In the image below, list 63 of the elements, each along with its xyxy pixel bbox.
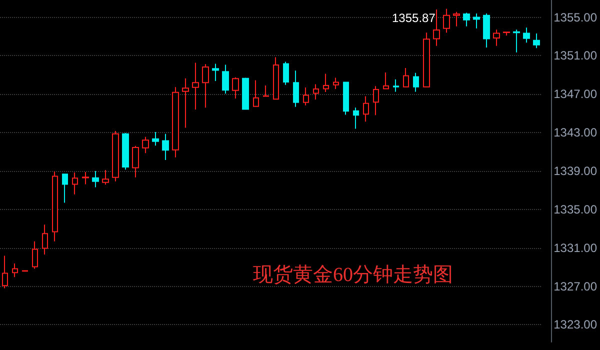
candlestick bbox=[212, 63, 219, 82]
candlestick bbox=[343, 82, 349, 116]
candlestick bbox=[363, 96, 369, 122]
candlestick bbox=[413, 72, 419, 92]
candlestick bbox=[293, 70, 299, 108]
candlestick bbox=[172, 86, 179, 158]
candlestick bbox=[273, 56, 279, 100]
candlestick bbox=[503, 32, 510, 36]
candlestick bbox=[533, 33, 540, 49]
y-tick-label: 1351.00 bbox=[554, 48, 598, 63]
y-tick-label: 1323.00 bbox=[554, 318, 598, 332]
y-tick-label: 1335.00 bbox=[554, 202, 598, 216]
candlestick bbox=[493, 29, 500, 46]
candlestick bbox=[182, 78, 189, 128]
candlestick bbox=[112, 130, 119, 182]
candlestick bbox=[333, 77, 339, 90]
candlestick bbox=[32, 240, 38, 270]
candlestick bbox=[202, 64, 209, 108]
candlestick bbox=[383, 72, 389, 90]
candlestick bbox=[473, 12, 480, 29]
candlestick bbox=[102, 170, 109, 186]
candlestick bbox=[433, 9, 440, 46]
candlestick bbox=[283, 61, 289, 86]
candlestick bbox=[313, 84, 319, 100]
candlestick bbox=[513, 29, 520, 53]
candlestick bbox=[192, 62, 199, 110]
y-tick-label: 1343.00 bbox=[554, 126, 598, 140]
y-tick-label: 1339.00 bbox=[554, 164, 598, 178]
candlestick bbox=[82, 171, 89, 185]
candlestick bbox=[122, 132, 129, 170]
candlestick bbox=[132, 145, 139, 178]
candlestick bbox=[303, 87, 309, 106]
candlestick bbox=[52, 171, 58, 242]
candlestick bbox=[253, 80, 259, 107]
candlestick bbox=[423, 32, 430, 88]
candlestick bbox=[232, 76, 239, 99]
candlestick bbox=[463, 12, 470, 27]
candlestick bbox=[523, 27, 530, 44]
candlestick bbox=[12, 263, 18, 278]
candlestick bbox=[152, 131, 159, 146]
candlestick bbox=[242, 77, 249, 110]
candlestick bbox=[222, 64, 229, 94]
candlestick bbox=[62, 174, 68, 204]
candlestick bbox=[393, 78, 399, 92]
candlestick bbox=[92, 170, 99, 188]
candlestick bbox=[42, 224, 48, 255]
candlestick bbox=[323, 73, 329, 93]
candlestick bbox=[453, 11, 460, 27]
candlestick bbox=[72, 172, 78, 195]
candlestick bbox=[403, 68, 409, 88]
candlestick bbox=[142, 136, 149, 154]
y-tick-label: 1327.00 bbox=[554, 279, 598, 294]
y-tick-label: 1347.00 bbox=[554, 87, 598, 102]
candlestick bbox=[162, 133, 169, 160]
y-tick-label: 1355.00 bbox=[554, 10, 598, 24]
candlestick bbox=[263, 85, 269, 98]
annotation: 1355.87 bbox=[392, 11, 436, 25]
candlestick bbox=[483, 12, 490, 48]
candlestick bbox=[443, 8, 450, 34]
text: 现货黄金60分钟走势图 bbox=[253, 264, 453, 286]
candlestick bbox=[353, 107, 359, 130]
candlestick bbox=[373, 86, 379, 116]
y-tick-label: 1331.00 bbox=[554, 240, 598, 255]
